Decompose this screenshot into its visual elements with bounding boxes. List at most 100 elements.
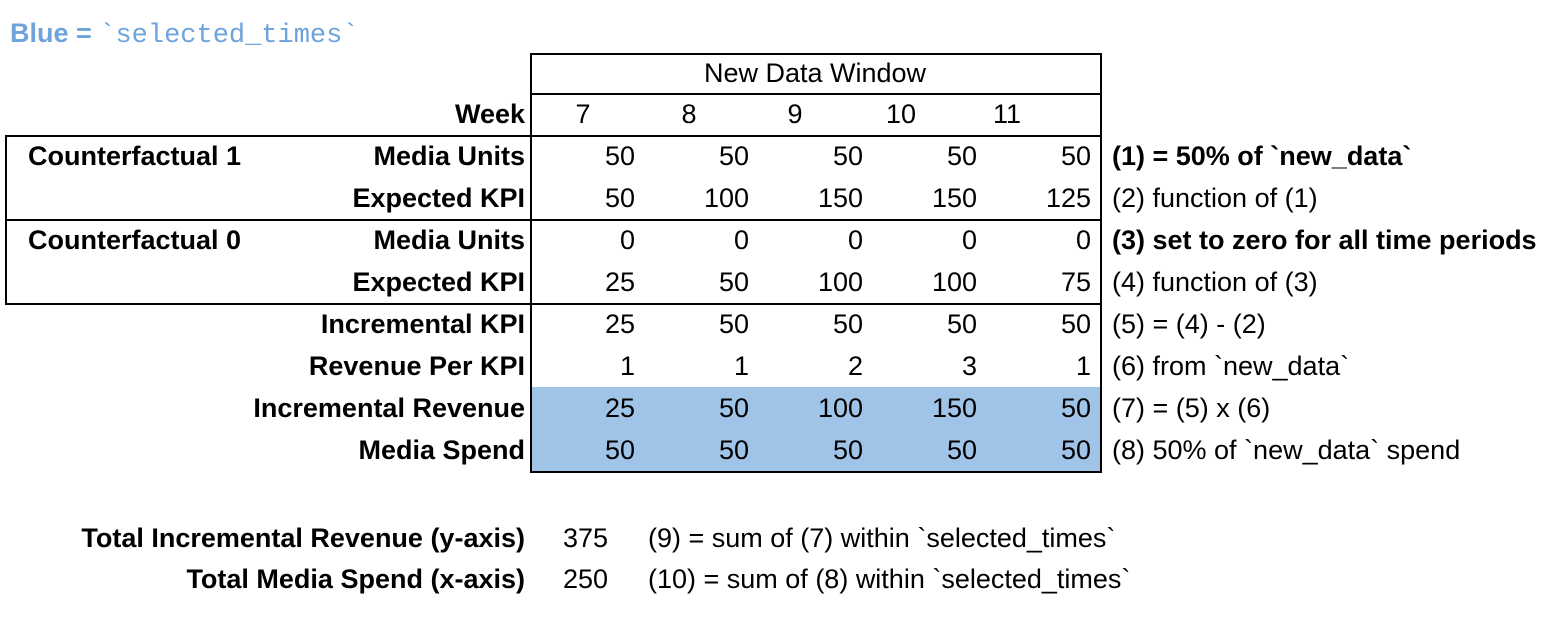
week-row: Week 7 8 9 10 11 xyxy=(0,93,1544,135)
table-row: Counterfactual 0 Media Units 0 0 0 0 0 (… xyxy=(0,219,1544,261)
table-border-header-top xyxy=(530,53,1102,55)
table-row-highlighted: Incremental Revenue 25 50 100 150 50 (7)… xyxy=(0,387,1544,429)
table-border-data-left xyxy=(530,53,532,473)
row-note: (1) = 50% of `new_data` xyxy=(1112,141,1412,171)
table-cell: 3 xyxy=(961,351,977,381)
table-cell: 0 xyxy=(847,225,863,255)
row-label: Incremental KPI xyxy=(320,309,525,339)
table-border-cf1-top xyxy=(5,135,1102,137)
table-row: Revenue Per KPI 1 1 2 3 1 (6) from `new_… xyxy=(0,345,1544,387)
table-cell: 50 xyxy=(604,435,635,465)
row-cells: 25 50 100 150 50 xyxy=(530,387,1100,429)
group-label-counterfactual-0: Counterfactual 0 xyxy=(28,225,242,255)
table-cell: 25 xyxy=(604,393,635,423)
total-note: (9) = sum of (7) within `selected_times` xyxy=(648,523,1116,553)
table-cell: 0 xyxy=(1075,225,1091,255)
legend-label: Blue = xyxy=(10,18,100,48)
table-cell: 2 xyxy=(847,351,863,381)
table-cell: 1 xyxy=(1075,351,1091,381)
table-cell: 125 xyxy=(1045,183,1091,213)
row-cells: 50 100 150 150 125 xyxy=(530,177,1100,219)
table-cell: 1 xyxy=(733,351,749,381)
table-border-data-right xyxy=(1100,53,1102,473)
table-cell: 50 xyxy=(832,141,863,171)
table-row: Expected KPI 50 100 150 150 125 (2) func… xyxy=(0,177,1544,219)
table-cell: 50 xyxy=(604,183,635,213)
table-border-groups-left xyxy=(5,135,7,305)
table-cell: 100 xyxy=(931,267,977,297)
week-label: Week xyxy=(454,99,525,129)
table-header: New Data Window xyxy=(703,58,927,88)
row-cells: 25 50 50 50 50 xyxy=(530,303,1100,345)
table-cell: 50 xyxy=(946,309,977,339)
row-cells: 25 50 100 100 75 xyxy=(530,261,1100,303)
row-label: Incremental Revenue xyxy=(253,393,525,423)
table-row: Expected KPI 25 50 100 100 75 (4) functi… xyxy=(0,261,1544,303)
table-cell: 50 xyxy=(718,393,749,423)
table-cell: 100 xyxy=(817,393,863,423)
row-cells: 50 50 50 50 50 xyxy=(530,135,1100,177)
week-value: 7 xyxy=(575,99,591,129)
table-cell: 25 xyxy=(604,267,635,297)
table-cell: 50 xyxy=(1060,435,1091,465)
table-cell: 25 xyxy=(604,309,635,339)
row-note: (4) function of (3) xyxy=(1112,267,1318,297)
selected-times-highlight xyxy=(530,387,1100,471)
group-label-counterfactual-1: Counterfactual 1 xyxy=(28,141,242,171)
table-border-cf0-bottom xyxy=(5,303,1102,305)
table-border-cf1-bottom xyxy=(5,219,1102,221)
table-row-highlighted: Media Spend 50 50 50 50 50 (8) 50% of `n… xyxy=(0,429,1544,471)
legend: Blue = `selected_times` xyxy=(10,16,359,51)
row-label: Revenue Per KPI xyxy=(308,351,525,381)
week-value: 11 xyxy=(992,99,1022,129)
table-cell: 150 xyxy=(817,183,863,213)
week-value: 10 xyxy=(885,99,917,129)
total-value: 250 xyxy=(563,564,609,594)
table-cell: 0 xyxy=(619,225,635,255)
table-cell: 50 xyxy=(604,141,635,171)
row-note: (5) = (4) - (2) xyxy=(1112,309,1266,339)
week-value: 8 xyxy=(681,99,697,129)
table-cell: 50 xyxy=(718,267,749,297)
table-cell: 50 xyxy=(1060,141,1091,171)
table-cell: 50 xyxy=(832,309,863,339)
table-row: Counterfactual 1 Media Units 50 50 50 50… xyxy=(0,135,1544,177)
table-cell: 150 xyxy=(931,183,977,213)
table-border-header-bottom xyxy=(530,93,1102,95)
total-label: Total Media Spend (x-axis) xyxy=(186,564,525,594)
table-cell: 50 xyxy=(1060,393,1091,423)
table-cell: 50 xyxy=(718,435,749,465)
total-value: 375 xyxy=(563,523,609,553)
table-cell: 50 xyxy=(832,435,863,465)
table-cell: 0 xyxy=(733,225,749,255)
table-cell: 50 xyxy=(946,141,977,171)
total-label: Total Incremental Revenue (y-axis) xyxy=(81,523,525,553)
row-cells: 50 50 50 50 50 xyxy=(530,429,1100,471)
table-cell: 0 xyxy=(961,225,977,255)
table-cell: 50 xyxy=(946,435,977,465)
row-label: Expected KPI xyxy=(352,267,525,297)
week-values: 7 8 9 10 11 xyxy=(530,93,1060,135)
row-label: Media Units xyxy=(373,225,525,255)
table-cell: 100 xyxy=(703,183,749,213)
table-row: Incremental KPI 25 50 50 50 50 (5) = (4)… xyxy=(0,303,1544,345)
total-note: (10) = sum of (8) within `selected_times… xyxy=(648,564,1131,594)
table-border-bottom xyxy=(530,471,1102,473)
table-cell: 50 xyxy=(718,141,749,171)
legend-code: `selected_times` xyxy=(99,21,359,51)
table-cell: 1 xyxy=(619,351,635,381)
table-cell: 150 xyxy=(931,393,977,423)
row-note: (3) set to zero for all time periods xyxy=(1112,225,1537,255)
row-label: Media Spend xyxy=(358,435,525,465)
row-cells: 1 1 2 3 1 xyxy=(530,345,1100,387)
table-cell: 50 xyxy=(1060,309,1091,339)
total-media-spend-row: Total Media Spend (x-axis) 250 (10) = su… xyxy=(0,563,1544,595)
row-label: Expected KPI xyxy=(352,183,525,213)
table-cell: 100 xyxy=(817,267,863,297)
row-note: (7) = (5) x (6) xyxy=(1112,393,1271,423)
row-note: (2) function of (1) xyxy=(1112,183,1318,213)
row-note: (8) 50% of `new_data` spend xyxy=(1112,435,1461,465)
week-value: 9 xyxy=(787,99,803,129)
row-cells: 0 0 0 0 0 xyxy=(530,219,1100,261)
